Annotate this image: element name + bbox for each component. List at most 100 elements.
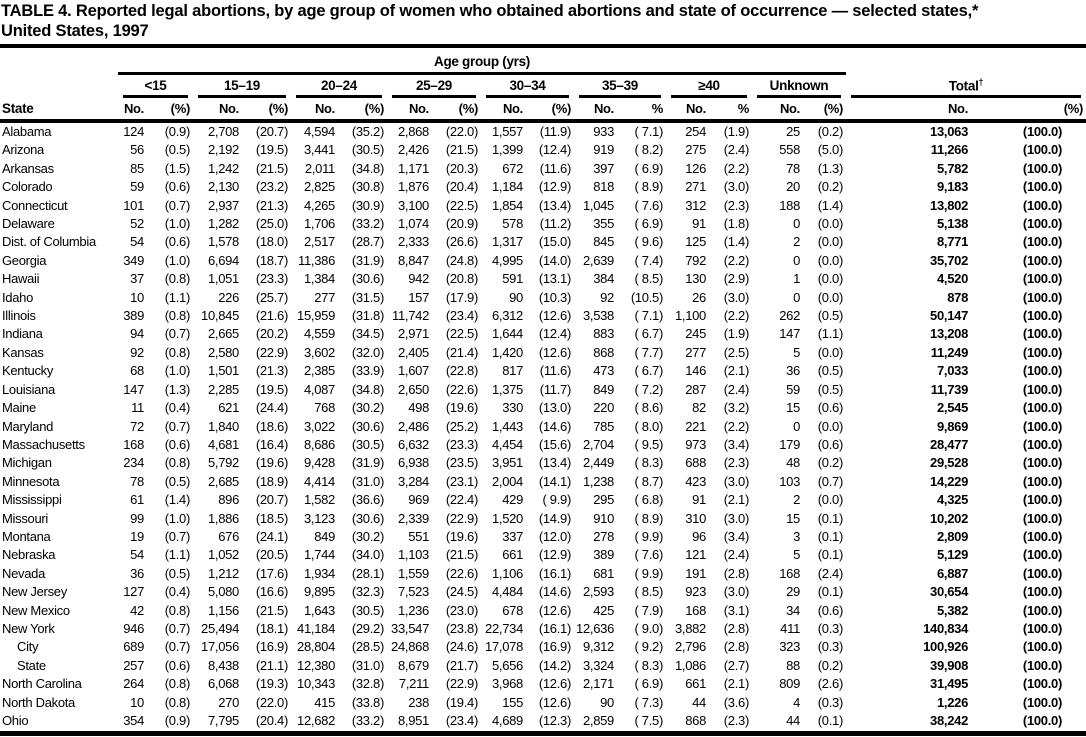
- num-cell: 2,339: [397, 510, 429, 526]
- num-cell: 4,594: [303, 124, 335, 139]
- state-cell: Montana: [2, 528, 51, 544]
- pct-cell: (16.9): [538, 639, 571, 655]
- pct-cell: (3.1): [723, 602, 750, 618]
- pct-cell: (100.0): [1022, 473, 1063, 489]
- pct-cell: (22.6): [445, 381, 478, 397]
- pct-cell: (11.9): [539, 124, 572, 139]
- pct-cell: ( 6.8): [634, 492, 663, 508]
- num-cell: 103: [779, 473, 800, 489]
- num-cell: 2,545: [936, 400, 969, 416]
- num-cell: 12,380: [297, 657, 335, 673]
- pct-cell: (21.5): [445, 142, 478, 158]
- pct-cell: (16.9): [255, 639, 288, 655]
- num-cell: 0: [793, 216, 800, 232]
- pct-cell: (100.0): [1022, 620, 1063, 636]
- num-cell: 127: [123, 584, 144, 600]
- num-cell: 146: [685, 363, 706, 379]
- num-cell: 415: [314, 694, 335, 710]
- pct-cell: (1.1): [164, 289, 191, 305]
- num-cell: 809: [779, 676, 800, 692]
- num-cell: 384: [593, 271, 614, 287]
- pct-cell: (0.3): [817, 694, 844, 710]
- pct-cell: (14.6): [538, 418, 571, 434]
- pct-cell: (22.9): [255, 344, 288, 360]
- num-cell: 5,080: [207, 584, 239, 600]
- num-cell: 2,704: [582, 436, 614, 452]
- pct-cell: ( 7.1): [634, 124, 663, 139]
- pct-cell: (0.6): [164, 179, 191, 195]
- table-row: Connecticut 101 (0.7) 2,937 (21.3) 4,265 (30.9…: [0, 197, 1086, 215]
- num-cell: 1,644: [491, 326, 523, 342]
- num-cell: 4,414: [303, 473, 335, 489]
- table-row: Kentucky 68 (1.0) 1,501 (21.3) 2,385 (33.9) 1,6…: [0, 362, 1086, 380]
- pct-cell: (22.5): [445, 326, 478, 342]
- pct-cell: (2.8): [723, 639, 750, 655]
- pct-cell: ( 6.7): [634, 363, 663, 379]
- num-cell: 20: [786, 179, 800, 195]
- pct-cell: (2.4): [817, 565, 844, 581]
- num-cell: 1,103: [397, 547, 429, 563]
- num-cell: 38,242: [930, 713, 969, 728]
- state-cell: Missouri: [2, 510, 48, 526]
- pct-cell: (21.5): [445, 547, 478, 563]
- pct-cell: (12.9): [538, 547, 571, 563]
- pct-cell: (19.5): [255, 381, 288, 397]
- num-cell: 11,249: [930, 344, 969, 360]
- pct-cell: (28.7): [351, 234, 384, 250]
- num-cell: 15: [786, 510, 800, 526]
- num-cell: 168: [685, 602, 706, 618]
- num-cell: 54: [130, 234, 144, 250]
- pct-cell: (18.6): [255, 418, 288, 434]
- pct-cell: (17.6): [255, 565, 288, 581]
- pct-cell: (23.3): [445, 436, 478, 452]
- num-cell: 191: [685, 565, 706, 581]
- pct-cell: (100.0): [1022, 363, 1063, 379]
- pct-cell: ( 7.9): [634, 602, 663, 618]
- num-cell: 0: [793, 289, 800, 305]
- num-cell: 312: [685, 197, 706, 213]
- col-header-pct: (%): [458, 101, 479, 116]
- num-cell: 2,868: [397, 124, 429, 139]
- num-cell: 1: [793, 271, 800, 287]
- pct-cell: (2.8): [723, 620, 750, 636]
- table-row: Louisiana 147 (1.3) 2,285 (19.5) 4,087 (34.8) 2…: [0, 381, 1086, 399]
- num-cell: 8,771: [936, 234, 969, 250]
- pct-cell: (100.0): [1022, 528, 1063, 544]
- state-cell: Maine: [2, 400, 36, 416]
- pct-cell: (2.4): [723, 142, 750, 158]
- num-cell: 92: [600, 289, 614, 305]
- num-cell: 29: [786, 584, 800, 600]
- num-cell: 1,051: [207, 271, 239, 287]
- state-cell: Nevada: [2, 565, 46, 581]
- pct-cell: (0.6): [817, 602, 844, 618]
- pct-cell: (14.6): [538, 584, 571, 600]
- pct-cell: (36.6): [351, 492, 384, 508]
- num-cell: 1,706: [303, 216, 335, 232]
- num-cell: 78: [786, 160, 800, 176]
- num-cell: 2,639: [582, 252, 614, 268]
- num-cell: 5,129: [936, 547, 969, 563]
- table-title: TABLE 4. Reported legal abortions, by ag…: [0, 0, 1086, 41]
- pct-cell: ( 9.9): [634, 528, 663, 544]
- num-cell: 61: [130, 492, 144, 508]
- num-cell: 591: [502, 271, 523, 287]
- num-cell: 389: [593, 547, 614, 563]
- num-cell: 1,236: [397, 602, 429, 618]
- pct-cell: (1.0): [164, 252, 191, 268]
- pct-cell: ( 9.5): [634, 436, 663, 452]
- pct-cell: (12.0): [538, 528, 571, 544]
- num-cell: 4,454: [491, 436, 523, 452]
- num-cell: 2,130: [207, 179, 239, 195]
- pct-cell: (100.0): [1022, 418, 1063, 434]
- pct-cell: (100.0): [1022, 326, 1063, 342]
- pct-cell: (0.0): [817, 289, 844, 305]
- pct-cell: (21.1): [255, 657, 288, 673]
- num-cell: 78: [130, 473, 144, 489]
- state-column-header: State: [2, 101, 34, 116]
- num-cell: 140,834: [923, 620, 969, 636]
- num-cell: 147: [779, 326, 800, 342]
- table-row: New Mexico 42 (0.8) 1,156 (21.5) 1,643 (30.5) 1…: [0, 602, 1086, 620]
- pct-cell: (11.6): [539, 160, 572, 176]
- num-cell: 849: [593, 381, 614, 397]
- pct-cell: (0.1): [817, 547, 844, 563]
